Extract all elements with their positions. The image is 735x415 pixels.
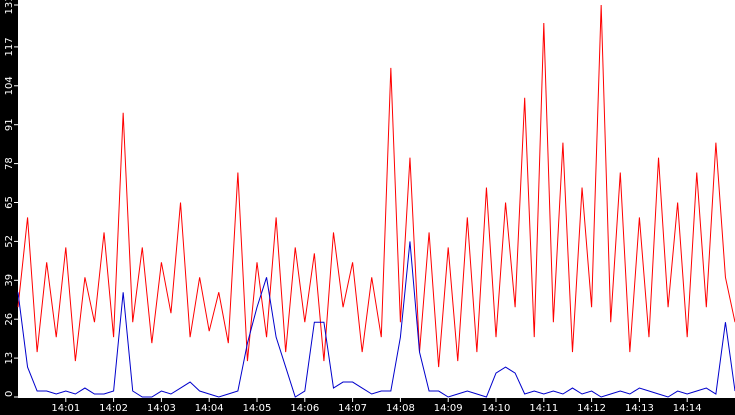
- y-tick-label: 65: [4, 196, 15, 209]
- y-tick-label: 0: [4, 391, 15, 397]
- x-tick-label: 14:02: [99, 403, 128, 414]
- x-tick-label: 14:05: [243, 403, 272, 414]
- y-tick-label: 91: [4, 118, 15, 131]
- x-tick-label: 14:03: [147, 403, 176, 414]
- y-tick-label: 26: [4, 313, 15, 326]
- y-tick-label: 39: [4, 274, 15, 287]
- x-tick-label: 14:12: [577, 403, 606, 414]
- y-tick-label: 52: [4, 235, 15, 248]
- x-tick-label: 14:14: [673, 403, 702, 414]
- x-tick-label: 14:01: [51, 403, 80, 414]
- x-tick-label: 14:10: [482, 403, 511, 414]
- y-tick-label: 78: [4, 157, 15, 170]
- y-tick-label: 13: [4, 352, 15, 365]
- x-tick-label: 14:07: [338, 403, 367, 414]
- y-tick-label: 117: [4, 37, 15, 56]
- x-tick-label: 14:11: [529, 403, 558, 414]
- x-tick-label: 14:04: [195, 403, 224, 414]
- y-tick-label: 131: [4, 0, 15, 15]
- x-tick-label: 14:13: [625, 403, 654, 414]
- x-tick-label: 14:08: [386, 403, 415, 414]
- x-axis-band: [0, 398, 735, 415]
- y-axis-band: [0, 0, 18, 415]
- x-tick-label: 14:06: [290, 403, 319, 414]
- x-tick-label: 14:09: [434, 403, 463, 414]
- series-line: [17, 241, 735, 398]
- series-line: [17, 4, 735, 368]
- y-tick-label: 104: [4, 76, 15, 95]
